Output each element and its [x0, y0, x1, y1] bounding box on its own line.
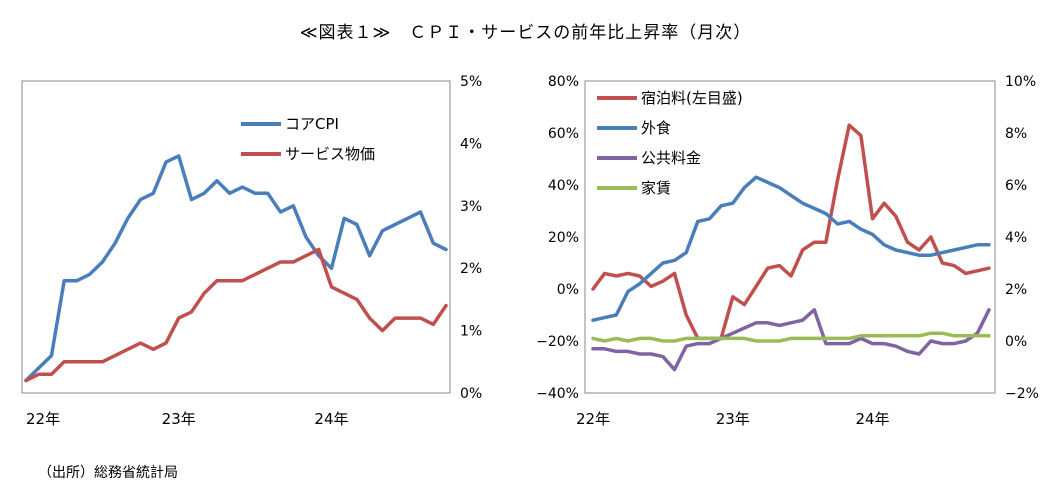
chart2-right-tick: 0%	[1005, 334, 1027, 350]
chart2-left-tick: 60%	[548, 126, 579, 142]
chart2-left-tick: 80%	[548, 74, 579, 90]
chart2-right-tick: 2%	[1005, 282, 1027, 298]
chart2-left-tick: 0%	[557, 282, 579, 298]
chart1-right-tick: 4%	[460, 136, 482, 152]
chart2-legend-label: 外食	[641, 119, 671, 137]
chart1-x-tick: 22年	[26, 410, 60, 428]
chart1-right-tick: 2%	[460, 261, 482, 277]
chart2-right-tick: −2%	[1005, 386, 1039, 402]
chart1-legend-label: サービス物価	[285, 145, 375, 163]
chart2-right-tick: 8%	[1005, 126, 1027, 142]
chart2-legend-label: 宿泊料(左目盛)	[641, 89, 743, 107]
chart1-series-line-2	[24, 247, 448, 383]
chart2-series-line-4	[591, 331, 991, 343]
chart2-x-tick: 24年	[855, 410, 889, 428]
chart1-right-tick: 5%	[460, 74, 482, 90]
chart1-right-tick: 1%	[460, 324, 482, 340]
chart1-plot-area	[21, 80, 451, 394]
chart2-x-tick: 22年	[576, 410, 610, 428]
chart1-right-tick: 0%	[460, 386, 482, 402]
chart2-left-tick: −20%	[536, 334, 579, 350]
chart2-x-tick: 23年	[716, 410, 750, 428]
chart2-left-tick: 40%	[548, 178, 579, 194]
chart2-series-line-2	[591, 175, 991, 322]
chart1-x-tick: 23年	[162, 410, 196, 428]
page-title: ≪図表１≫ ＣＰＩ・サービスの前年比上昇率（月次）	[299, 23, 752, 43]
chart1-right-tick: 3%	[460, 199, 482, 215]
chart2-series-line-3	[591, 308, 991, 372]
chart1-x-tick: 24年	[314, 410, 348, 428]
chart2-right-tick: 4%	[1005, 230, 1027, 246]
chart2-left-tick: 20%	[548, 230, 579, 246]
source-note: （出所）総務省統計局	[38, 465, 178, 481]
chart2-right-tick: 10%	[1005, 74, 1036, 90]
chart1-legend-label: コアCPI	[285, 115, 339, 133]
chart2-legend-label: 家賃	[641, 179, 671, 197]
chart2-left-tick: −40%	[536, 386, 579, 402]
chart2-legend-label: 公共料金	[641, 149, 701, 167]
chart2-plot-area	[584, 80, 996, 394]
chart2-right-tick: 6%	[1005, 178, 1027, 194]
chart2-series-line-1	[591, 123, 991, 341]
chart1-series-line-1	[24, 154, 448, 383]
